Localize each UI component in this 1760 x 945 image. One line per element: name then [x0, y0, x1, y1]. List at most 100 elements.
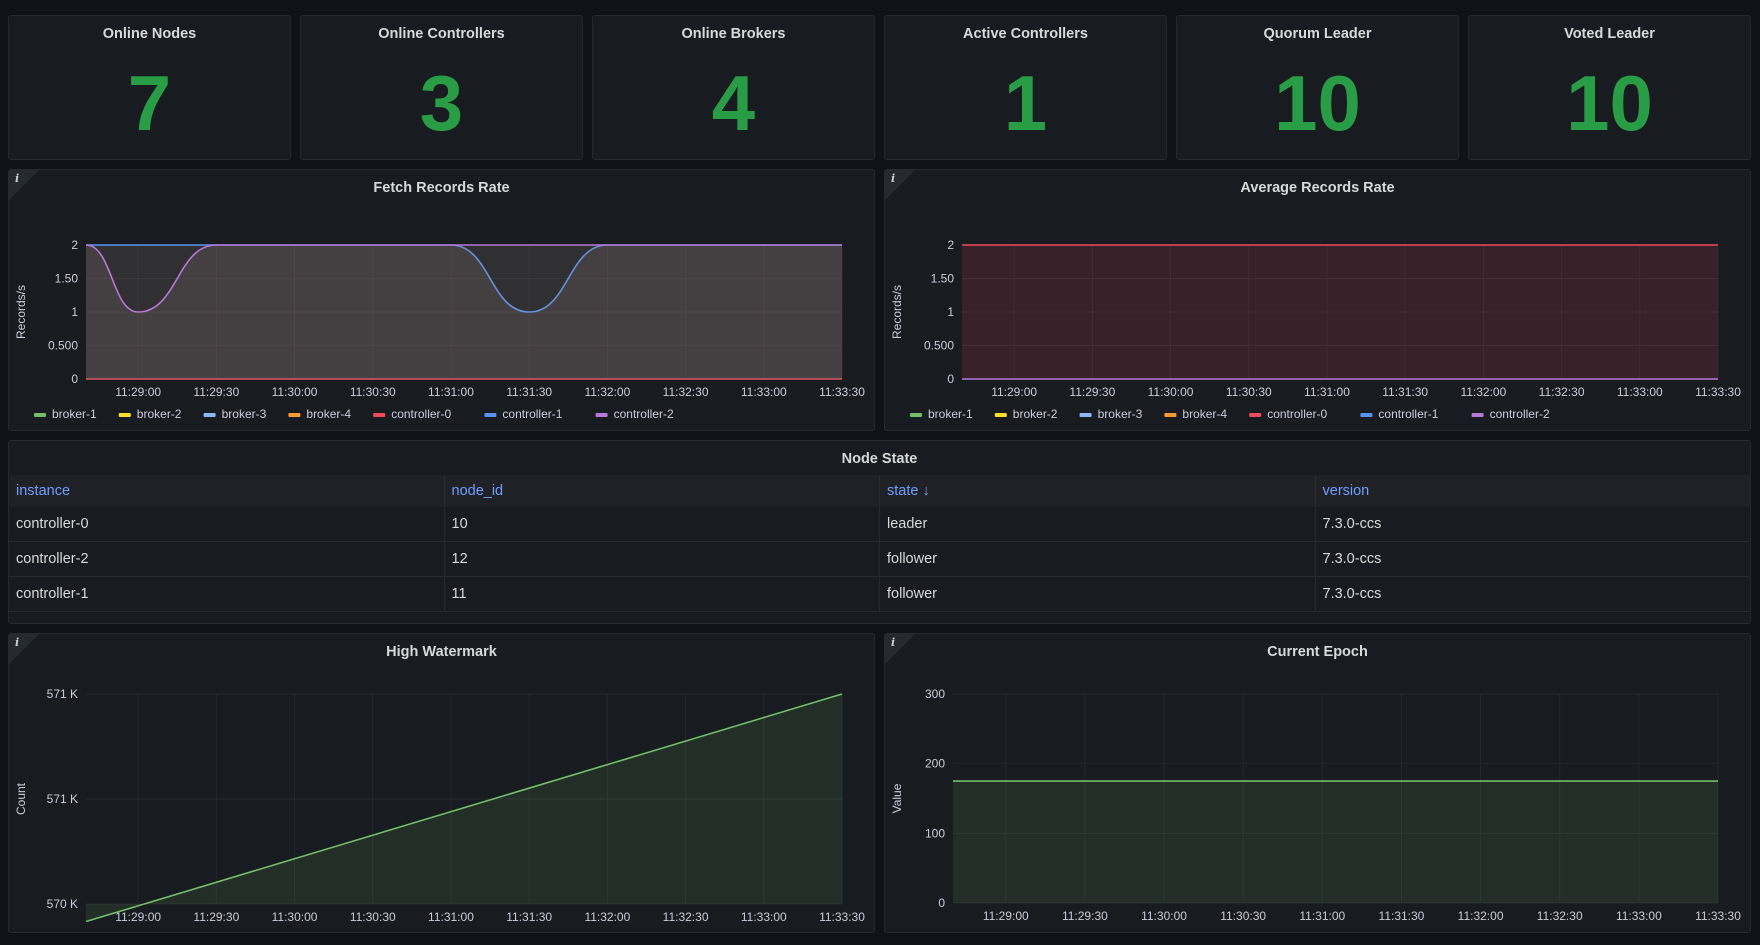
x-tick-label: 11:33:00 [741, 385, 787, 399]
table-cell: 10 [445, 507, 880, 541]
legend-item: controller-1 [502, 407, 562, 421]
x-tick-label: 11:32:00 [1460, 385, 1506, 399]
average-records-rate-chart[interactable]: 11:29:00 11:29:30 11:30:00 11:30:30 11:31:00… [885, 170, 1750, 430]
legend-item: controller-2 [614, 407, 674, 421]
stat-title: Active Controllers [963, 26, 1088, 42]
high-watermark-chart[interactable]: 11:29:00 11:29:30 11:30:00 11:30:30 11:31:00… [9, 634, 874, 932]
y-axis-label: Records/s [890, 285, 904, 339]
stat-panel-online-nodes[interactable]: Online Nodes 7 [8, 15, 291, 160]
table-cell: controller-1 [9, 577, 445, 611]
stat-panel-online-controllers[interactable]: Online Controllers 3 [300, 15, 583, 160]
x-tick-label: 11:30:00 [1148, 385, 1194, 399]
info-corner [885, 634, 915, 664]
x-tick-label: 11:31:30 [506, 910, 552, 924]
stat-value: 10 [1566, 59, 1653, 147]
table-cell: follower [880, 577, 1316, 611]
legend-swatch [34, 413, 46, 417]
table-cell: 7.3.0-ccs [1322, 516, 1382, 532]
fetch-records-rate-panel[interactable]: i Fetch Records Rate 11:29:00 11:29:30 11:… [8, 169, 875, 431]
info-icon[interactable]: i [891, 636, 896, 649]
x-tick-label: 11:33:30 [1695, 909, 1741, 923]
x-tick-label: 11:31:00 [1304, 385, 1350, 399]
stat-title: Online Controllers [378, 26, 505, 42]
legend-swatch [373, 413, 386, 417]
y-tick-label: 0 [938, 896, 945, 910]
stat-title: Online Nodes [102, 26, 197, 42]
legend-item: controller-1 [1378, 407, 1438, 421]
x-tick-label: 11:32:30 [663, 385, 709, 399]
legend-item: broker-3 [1098, 407, 1143, 421]
node-state-table: instance node_id state ↓ version control… [9, 475, 1750, 612]
legend-swatch [1079, 413, 1092, 417]
legend-swatch [118, 413, 131, 417]
table-cell: 7.3.0-ccs [1322, 586, 1382, 602]
legend-swatch [1249, 413, 1262, 417]
table-cell: 11 [445, 577, 880, 611]
column-header-state[interactable]: state ↓ [880, 475, 1316, 507]
info-icon[interactable]: i [15, 636, 20, 649]
legend-item: broker-1 [52, 407, 97, 421]
series-area [86, 245, 842, 379]
y-tick-label: 2 [71, 238, 78, 252]
stat-title: Voted Leader [1564, 26, 1655, 42]
average-records-rate-panel[interactable]: i Average Records Rate 11:29:00 11:29:30 1… [884, 169, 1751, 431]
panel-title: Current Epoch [1267, 644, 1368, 660]
panel-title: Fetch Records Rate [373, 180, 510, 196]
y-tick-label: 200 [925, 757, 945, 771]
info-icon[interactable]: i [891, 172, 896, 185]
table-cell: controller-2 [9, 542, 445, 576]
table-cell: 7.3.0-ccs [1322, 551, 1382, 567]
legend-item: broker-3 [222, 407, 267, 421]
legend-swatch [595, 413, 608, 417]
legend-item: broker-4 [1182, 407, 1227, 421]
current-epoch-chart[interactable]: 11:29:00 11:29:30 11:30:00 11:30:30 11:31:00… [885, 634, 1750, 932]
x-tick-label: 11:32:30 [1539, 385, 1585, 399]
table-cell: controller-0 [9, 507, 445, 541]
table-row: controller-2 12 follower 7.3.0-ccs [9, 542, 1750, 577]
legend-item: broker-1 [928, 407, 973, 421]
y-tick-label: 100 [925, 826, 945, 840]
y-tick-label: 571 K [47, 687, 78, 701]
high-watermark-panel[interactable]: i High Watermark 11:29:00 11:29:30 11:30:0… [8, 633, 875, 933]
stat-panel-online-brokers[interactable]: Online Brokers 4 [592, 15, 875, 160]
stat-value: 1 [1003, 59, 1048, 147]
table-row: controller-1 11 follower 7.3.0-ccs [9, 577, 1750, 612]
panel-title: Average Records Rate [1240, 180, 1395, 196]
table-header: instance node_id state ↓ version [9, 475, 1750, 507]
series-area [86, 245, 842, 379]
series-area [953, 781, 1718, 903]
stat-panel-quorum-leader[interactable]: Quorum Leader 10 [1176, 15, 1459, 160]
y-tick-label: 570 K [47, 897, 78, 911]
stat-panel-active-controllers[interactable]: Active Controllers 1 [884, 15, 1167, 160]
series-area [962, 245, 1718, 379]
x-tick-label: 11:33:00 [741, 910, 787, 924]
y-tick-label: 300 [925, 687, 945, 701]
y-tick-label: 571 K [47, 792, 78, 806]
x-tick-label: 11:31:30 [506, 385, 552, 399]
fetch-records-rate-chart[interactable]: 11:29:00 11:29:30 11:30:00 11:30:30 11:31:00… [9, 170, 874, 430]
x-tick-label: 11:31:30 [1379, 909, 1425, 923]
panel-title: High Watermark [386, 644, 497, 660]
stat-panel-voted-leader[interactable]: Voted Leader 10 [1468, 15, 1751, 160]
info-icon[interactable]: i [15, 172, 20, 185]
y-tick-label: 0 [947, 372, 954, 386]
legend-swatch [1471, 413, 1484, 417]
info-corner [885, 170, 915, 200]
x-tick-label: 11:33:00 [1616, 909, 1662, 923]
stat-title: Online Brokers [681, 26, 786, 42]
column-header-instance[interactable]: instance [9, 475, 445, 507]
y-axis-label: Value [890, 783, 904, 813]
x-tick-label: 11:30:00 [272, 910, 318, 924]
legend-swatch [288, 413, 301, 417]
legend-swatch [1360, 413, 1373, 417]
x-tick-label: 11:32:00 [584, 910, 630, 924]
stat-value: 4 [711, 59, 756, 147]
column-header-version[interactable]: version [1322, 483, 1370, 499]
y-axis-label: Records/s [14, 285, 28, 339]
x-tick-label: 11:33:30 [1695, 385, 1741, 399]
table-row: controller-0 10 leader 7.3.0-ccs [9, 507, 1750, 542]
current-epoch-panel[interactable]: i Current Epoch 11:29:00 11:29:30 11:30:00… [884, 633, 1751, 933]
node-state-panel[interactable]: Node State instance node_id state ↓ vers… [8, 440, 1751, 624]
column-header-node-id[interactable]: node_id [445, 475, 880, 507]
x-tick-label: 11:30:30 [350, 910, 396, 924]
